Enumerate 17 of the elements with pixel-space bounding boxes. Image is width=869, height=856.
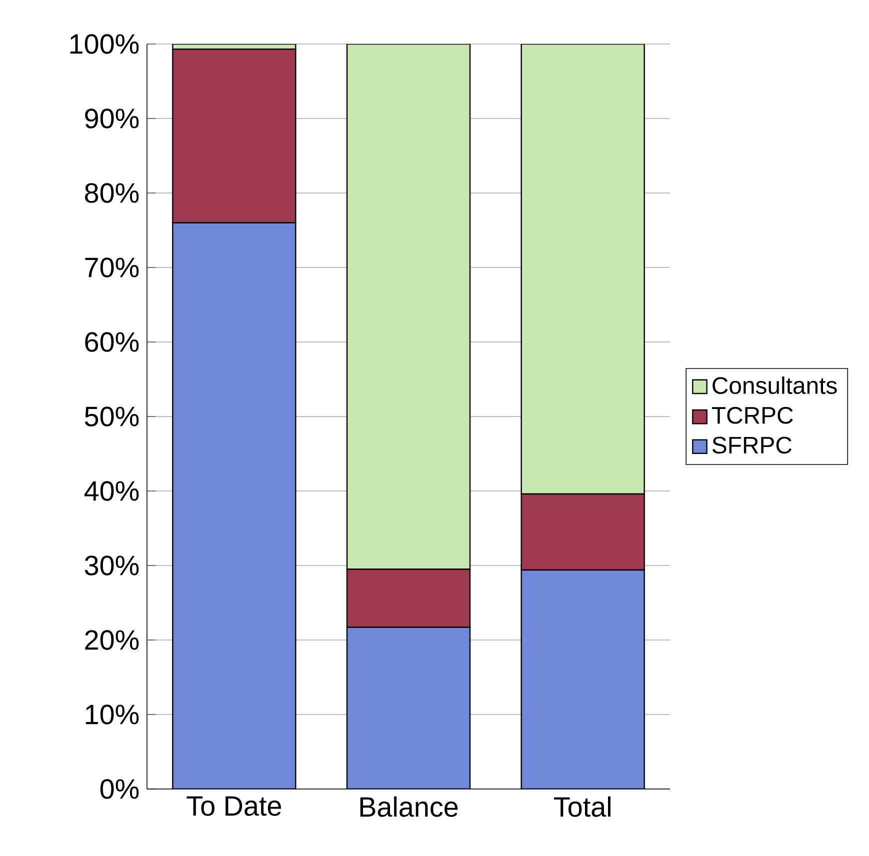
y-tick-label: 90% xyxy=(85,108,139,128)
y-tick-label: 20% xyxy=(85,630,139,650)
y-tick-label: 50% xyxy=(84,406,139,426)
y-tick-label: 60% xyxy=(85,332,139,352)
y-tick-label: 80% xyxy=(85,183,139,203)
y-tick-label: 10% xyxy=(86,704,139,724)
legend-label: Consultants xyxy=(712,376,837,394)
y-tick-label: 100% xyxy=(70,34,139,54)
legend-label: TCRPC xyxy=(712,406,793,424)
x-tick-label: Balance xyxy=(360,796,458,817)
y-tick-label: 30% xyxy=(84,556,139,576)
legend-label: SFRPC xyxy=(712,436,792,454)
y-tick-label: 0% xyxy=(100,779,139,799)
x-tick-label: To Date xyxy=(186,796,281,816)
y-tick-label: 70% xyxy=(85,258,139,278)
y-tick-label: 40% xyxy=(84,481,139,501)
x-tick-label: Total xyxy=(554,796,610,817)
